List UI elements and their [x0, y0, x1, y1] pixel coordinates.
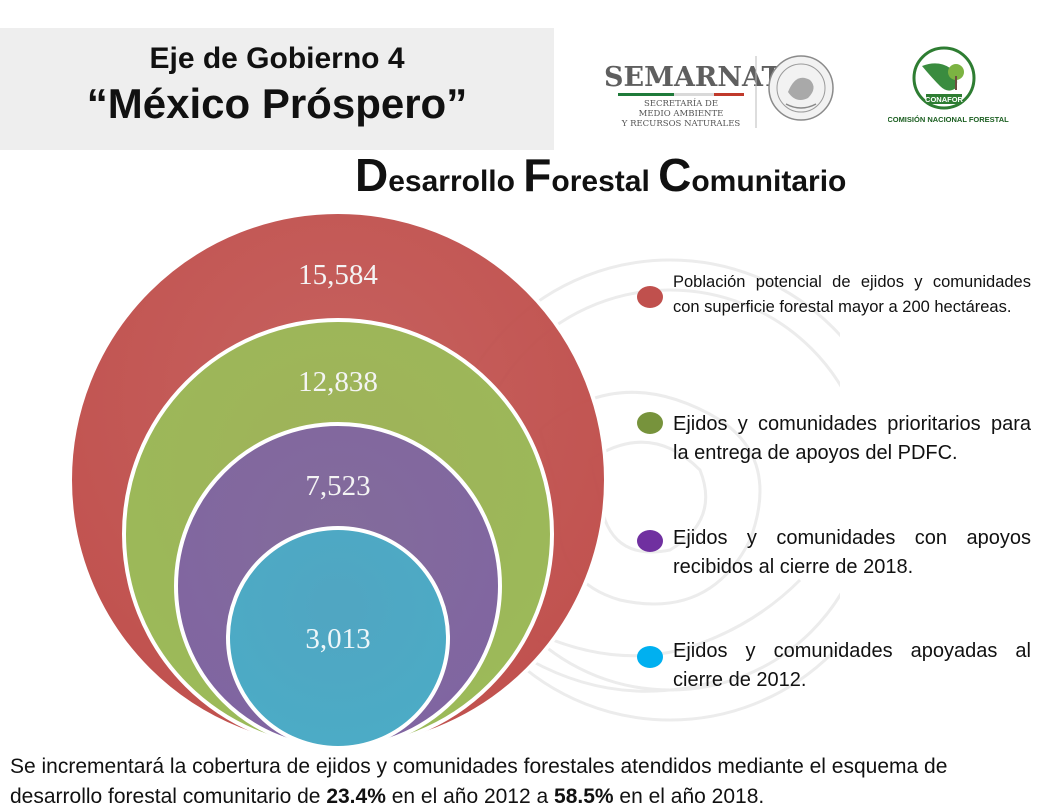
value-label-prioritarios: 12,838	[298, 366, 378, 398]
header-motto: “México Próspero”	[86, 80, 468, 127]
legend-dot-red	[637, 286, 663, 308]
section-title: Desarrollo Forestal Comunitario	[355, 148, 846, 202]
title-rest-forestal: orestal	[551, 165, 659, 198]
title-cap-f: F	[523, 149, 552, 201]
legend-text-prioritarios: Ejidos y comunidades prioritarios para l…	[673, 413, 1031, 464]
footer-text: Se incrementará la cobertura de ejidos y…	[10, 752, 1042, 812]
legend-dot-green	[637, 412, 663, 434]
footer-pct-2012: 23.4%	[326, 785, 386, 808]
conafor-logo: CONAFOR COMISIÓN NACIONAL FORESTAL	[888, 46, 1009, 124]
footer-pct-2018: 58.5%	[554, 785, 614, 808]
circle-apoyadas-2012	[226, 526, 450, 750]
footer-part3: en el año 2018.	[613, 785, 765, 808]
conafor-logo-icon	[912, 46, 976, 110]
legend-dot-purple	[637, 530, 663, 552]
semarnat-name: SEMARNAT	[604, 62, 782, 93]
title-cap-c: C	[658, 149, 692, 201]
title-rest-desarrollo: esarrollo	[388, 165, 524, 198]
legend-dot-cyan	[637, 646, 663, 668]
title-rest-comunitario: omunitario	[691, 165, 847, 198]
legend-text-apoyadas-2012: Ejidos y comunidades apoyadas al cierre …	[673, 640, 1031, 691]
value-label-poblacion: 15,584	[298, 259, 378, 291]
title-cap-d: D	[355, 149, 389, 201]
header-box: Eje de Gobierno 4 “México Próspero”	[0, 28, 554, 150]
header-eje-title: Eje de Gobierno 4	[149, 42, 405, 75]
semarnat-line2: MEDIO AMBIENTE	[639, 109, 724, 119]
legend-text-apoyos-2018: Ejidos y comunidades con apoyos recibido…	[673, 527, 1031, 578]
legend-text-poblacion: Población potencial de ejidos y comunida…	[673, 273, 1031, 316]
seal-icon	[768, 55, 834, 121]
footer-part2: en el año 2012 a	[385, 785, 555, 808]
conafor-subtitle: COMISIÓN NACIONAL FORESTAL	[888, 115, 1009, 124]
nested-circles-chart: 15,584 12,838 7,523 3,013	[68, 210, 608, 750]
semarnat-line1: SECRETARÍA DE	[644, 97, 718, 109]
semarnat-logo: SEMARNAT SECRETARÍA DE MEDIO AMBIENTE Y …	[604, 55, 834, 129]
value-label-apoyos-2018: 7,523	[305, 470, 370, 502]
semarnat-line3: Y RECURSOS NATURALES	[621, 119, 741, 129]
value-label-apoyadas-2012: 3,013	[305, 623, 370, 655]
conafor-name: CONAFOR	[925, 95, 963, 104]
footer-part1: Se incrementará la cobertura de ejidos y…	[10, 755, 948, 808]
